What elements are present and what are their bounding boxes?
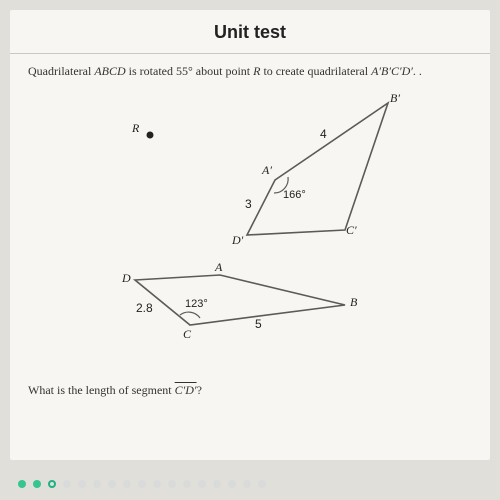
question-post: ? [197, 383, 202, 397]
prompt-end: . . [413, 64, 422, 78]
progress-dot[interactable] [33, 480, 41, 488]
progress-dot[interactable] [123, 480, 131, 488]
label-d: D [122, 271, 131, 286]
label-a-prime: A′ [262, 163, 272, 178]
divider [10, 53, 490, 54]
geometry-figure: R B′ A′ C′ D′ 4 3 166° D A B C 2.8 5 123… [40, 85, 460, 375]
prompt-prime: A′B′C′D′ [371, 64, 413, 78]
label-side-cb: 5 [255, 317, 262, 331]
progress-dot[interactable] [198, 480, 206, 488]
prompt-abcd: ABCD [94, 64, 125, 78]
prompt-about: about point [193, 64, 253, 78]
prompt-post: to create quadrilateral [260, 64, 371, 78]
label-side-ad-prime: 3 [245, 197, 252, 211]
question-pre: What is the length of segment [28, 383, 175, 397]
progress-dot[interactable] [213, 480, 221, 488]
label-angle-c: 123° [185, 298, 208, 310]
progress-dot[interactable] [63, 480, 71, 488]
label-a: A [215, 260, 222, 275]
question-segment: C′D′ [175, 383, 197, 397]
progress-dot-current[interactable] [48, 480, 56, 488]
label-d-prime: D′ [232, 233, 243, 248]
progress-dot[interactable] [108, 480, 116, 488]
progress-dots [18, 480, 266, 488]
progress-dot[interactable] [93, 480, 101, 488]
question-text: What is the length of segment C′D′? [10, 375, 490, 406]
label-side-ab-prime: 4 [320, 127, 327, 141]
progress-dot[interactable] [78, 480, 86, 488]
page-title: Unit test [10, 10, 490, 53]
label-angle-a-prime: 166° [283, 189, 306, 201]
label-side-dc: 2.8 [136, 301, 153, 315]
prompt-text: Quadrilateral [28, 64, 94, 78]
progress-dot[interactable] [153, 480, 161, 488]
prompt-deg: 55° [176, 64, 193, 78]
question-prompt: Quadrilateral ABCD is rotated 55° about … [10, 64, 490, 85]
progress-dot[interactable] [183, 480, 191, 488]
label-c: C [183, 327, 191, 342]
progress-dot[interactable] [243, 480, 251, 488]
label-b-prime: B′ [390, 91, 400, 106]
label-c-prime: C′ [346, 223, 357, 238]
prompt-mid: is rotated [126, 64, 176, 78]
progress-dot[interactable] [168, 480, 176, 488]
label-b: B [350, 295, 357, 310]
progress-dot[interactable] [258, 480, 266, 488]
progress-dot[interactable] [228, 480, 236, 488]
progress-dot[interactable] [18, 480, 26, 488]
progress-dot[interactable] [138, 480, 146, 488]
label-r: R [132, 121, 139, 136]
